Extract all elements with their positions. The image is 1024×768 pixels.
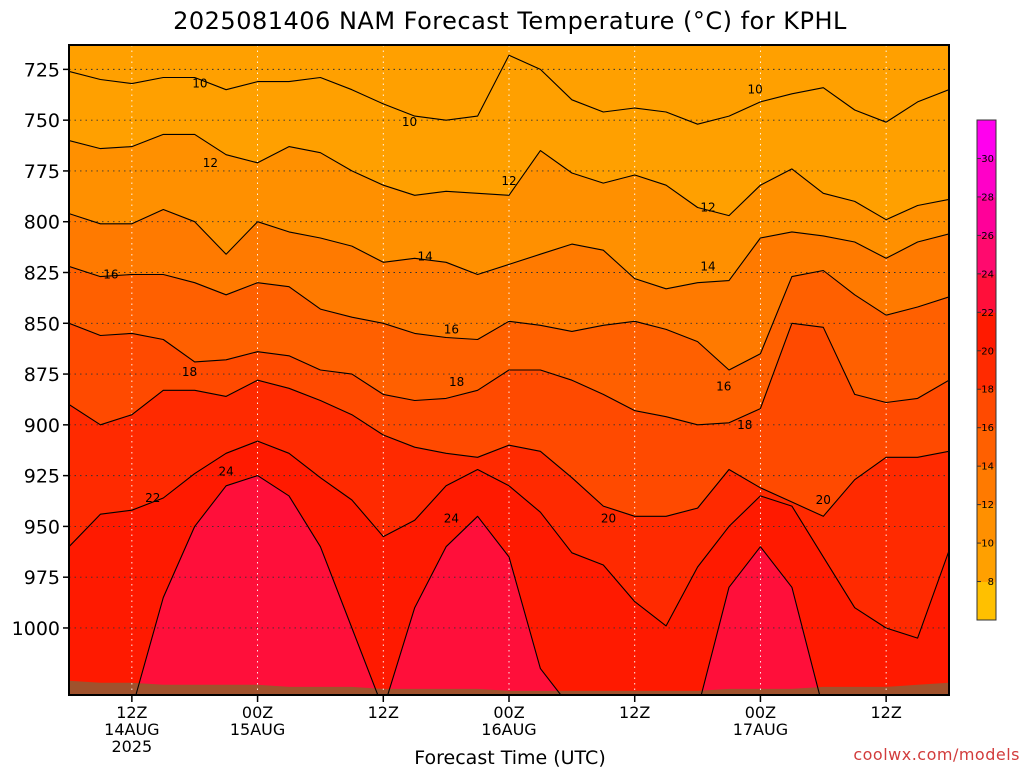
ground-surface: [69, 680, 949, 695]
x-tick-date: 17AUG: [733, 720, 788, 739]
contour-line-20: [69, 379, 949, 517]
contour-line-14: [69, 208, 949, 290]
contour-label-10: 10: [748, 83, 763, 97]
chart-title: 2025081406 NAM Forecast Temperature (°C)…: [173, 7, 847, 35]
colorbar-segment: [977, 273, 996, 313]
colorbar-segment: [977, 466, 996, 506]
y-tick-label: 900: [24, 415, 60, 437]
contour-label-18: 18: [449, 375, 464, 389]
contour-label-16: 16: [716, 379, 731, 393]
x-tick-label: 12Z: [368, 703, 399, 722]
colorbar-segment: [977, 158, 996, 198]
colorbar-segment: [977, 504, 996, 544]
colorbar-segment: [977, 581, 996, 621]
x-tick-label: 00Z: [745, 703, 776, 722]
y-tick-label: 850: [24, 313, 60, 335]
contour-label-24: 24: [219, 465, 234, 479]
x-tick-label: 12Z: [619, 703, 650, 722]
x-tick-label: 00Z: [242, 703, 273, 722]
colorbar-tick-label: 18: [981, 385, 994, 396]
contour-label-12: 12: [501, 174, 516, 188]
contour-label-14: 14: [418, 249, 433, 263]
colorbar-segment: [977, 196, 996, 236]
colorbar-tick-label: 16: [981, 423, 994, 434]
contour-line-16: [69, 265, 949, 371]
plot-area: 10 10 10 12 12 12 14 14 16 16 16 18 18 18 20 20 22 24 24: [68, 44, 950, 696]
x-tick-date: 14AUG: [104, 720, 159, 739]
contour-label-12: 12: [700, 201, 715, 215]
y-axis: 725 750 775 800 825 850 875 900 925 950 975 1000: [12, 59, 69, 640]
colorbar-tick-label: 26: [981, 231, 994, 242]
contour-label-24: 24: [444, 511, 459, 525]
y-tick-label: 1000: [12, 618, 60, 640]
credit-text[interactable]: coolwx.com/models: [853, 745, 1020, 764]
x-axis-label: Forecast Time (UTC): [414, 747, 605, 768]
contour-label-20: 20: [816, 493, 831, 507]
contour-label-20: 20: [601, 511, 616, 525]
x-tick-label: 12Z: [116, 703, 147, 722]
y-tick-label: 875: [24, 364, 60, 386]
x-tick-date: 16AUG: [481, 720, 536, 739]
y-tick-label: 800: [24, 212, 60, 234]
colorbar-tick-label: 22: [981, 308, 994, 319]
colorbar-segment: [977, 350, 996, 390]
colorbar-tick-label: 28: [981, 192, 994, 203]
x-tick-label: 00Z: [493, 703, 524, 722]
colorbar-tick-label: 20: [981, 346, 994, 357]
contour-line-24: [135, 475, 821, 695]
colorbar-legend: 8 10 12 14 16 18 20 22 24 26 28 30: [976, 119, 997, 621]
contour-label-10: 10: [402, 115, 417, 129]
contour-line-12: [69, 133, 949, 221]
colorbar-tick-label: 8: [988, 577, 994, 588]
contour-label-16: 16: [444, 322, 459, 336]
contour-label-18: 18: [737, 418, 752, 432]
y-tick-label: 975: [24, 567, 60, 589]
colorbar-segment: [977, 235, 996, 275]
y-tick-label: 750: [24, 110, 60, 132]
contour-line-18: [69, 322, 949, 426]
contour-label-12: 12: [203, 156, 218, 170]
x-tick-label: 12Z: [870, 703, 901, 722]
colorbar-segment: [977, 543, 996, 583]
x-tick-year: 2025: [111, 737, 152, 756]
contour-line-10: [69, 54, 949, 125]
x-tick-date: 15AUG: [230, 720, 285, 739]
y-tick-label: 725: [24, 59, 60, 81]
contour-label-18: 18: [182, 365, 197, 379]
band-above-24: [135, 475, 820, 695]
y-tick-label: 925: [24, 466, 60, 488]
colorbar-tick-label: 10: [981, 539, 994, 550]
contour-label-14: 14: [700, 259, 715, 273]
y-tick-label: 775: [24, 161, 60, 183]
y-tick-label: 825: [24, 263, 60, 285]
contour-line-22: [69, 440, 949, 639]
colorbar-tick-label: 14: [981, 462, 994, 473]
y-tick-label: 950: [24, 516, 60, 538]
colorbar-frame: [976, 119, 997, 621]
contour-label-22: 22: [145, 491, 160, 505]
contour-label-10: 10: [192, 77, 207, 91]
colorbar-segment: [977, 312, 996, 352]
colorbar-tick-label: 12: [981, 500, 994, 511]
colorbar-segment: [977, 427, 996, 467]
contour-label-16: 16: [103, 268, 118, 282]
colorbar-segment: [977, 389, 996, 429]
colorbar-tick-label: 24: [981, 269, 994, 280]
colorbar-tick-label: 30: [981, 154, 994, 165]
colorbar-segment: [977, 120, 996, 159]
